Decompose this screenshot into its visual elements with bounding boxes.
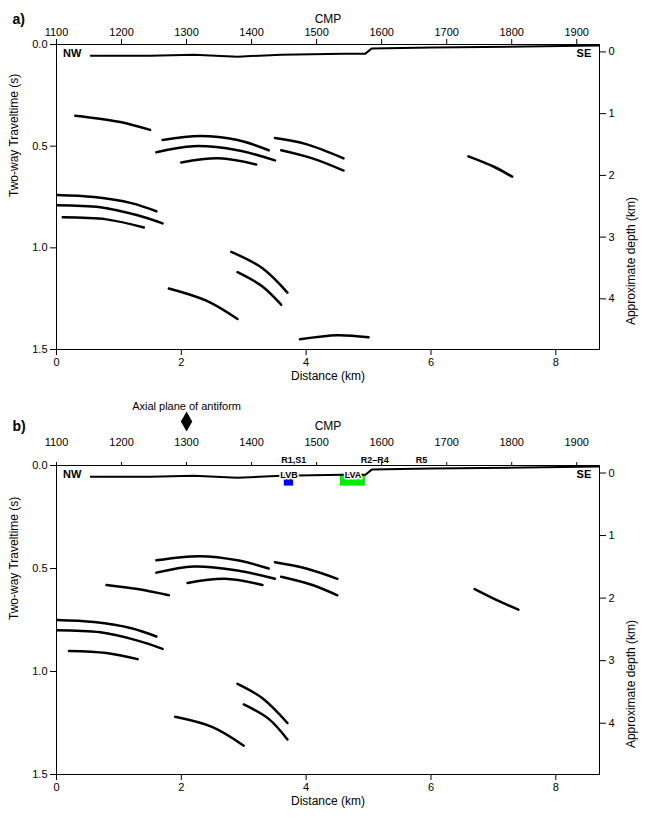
svg-text:1400: 1400 [239, 26, 263, 38]
svg-text:1500: 1500 [304, 26, 328, 38]
svg-text:Two-way Traveltime (s): Two-way Traveltime (s) [7, 74, 21, 197]
svg-text:4: 4 [609, 292, 615, 304]
svg-text:3: 3 [609, 654, 615, 666]
svg-text:0: 0 [53, 356, 59, 368]
svg-text:1.0: 1.0 [32, 665, 47, 677]
svg-text:6: 6 [428, 356, 434, 368]
svg-text:Distance (km): Distance (km) [291, 794, 365, 808]
svg-text:R5: R5 [416, 455, 428, 465]
svg-text:1300: 1300 [174, 436, 198, 448]
svg-text:1: 1 [609, 107, 615, 119]
svg-text:1700: 1700 [434, 26, 458, 38]
svg-text:SE: SE [577, 468, 592, 480]
svg-text:1200: 1200 [109, 436, 133, 448]
svg-text:CMP: CMP [315, 419, 342, 433]
svg-text:b): b) [13, 418, 26, 434]
svg-text:1100: 1100 [45, 436, 69, 448]
svg-text:4: 4 [303, 781, 309, 793]
svg-text:1500: 1500 [304, 436, 328, 448]
svg-text:1.0: 1.0 [32, 241, 47, 253]
svg-text:2: 2 [609, 592, 615, 604]
svg-text:Approximate depth (km): Approximate depth (km) [624, 620, 638, 748]
svg-text:1700: 1700 [434, 436, 458, 448]
svg-text:8: 8 [553, 356, 559, 368]
svg-text:R2–R4: R2–R4 [361, 455, 389, 465]
svg-text:Approximate depth (km): Approximate depth (km) [624, 197, 638, 325]
svg-text:3: 3 [609, 231, 615, 243]
svg-text:1600: 1600 [369, 26, 393, 38]
svg-text:6: 6 [428, 781, 434, 793]
svg-text:CMP: CMP [315, 12, 342, 26]
svg-text:1200: 1200 [109, 26, 133, 38]
svg-text:NW: NW [63, 468, 82, 480]
svg-text:Two-way Traveltime (s): Two-way Traveltime (s) [7, 497, 21, 620]
svg-text:0: 0 [53, 781, 59, 793]
svg-text:0: 0 [609, 467, 615, 479]
svg-text:1400: 1400 [239, 436, 263, 448]
svg-text:SE: SE [577, 47, 592, 59]
svg-text:Distance (km): Distance (km) [291, 369, 365, 383]
svg-text:8: 8 [553, 781, 559, 793]
svg-text:LVA: LVA [345, 470, 362, 480]
svg-text:1.5: 1.5 [32, 768, 47, 780]
svg-text:0.0: 0.0 [32, 38, 47, 50]
svg-text:Axial plane of antiform: Axial plane of antiform [132, 400, 241, 412]
svg-text:0: 0 [609, 45, 615, 57]
svg-text:1900: 1900 [564, 26, 588, 38]
svg-text:0.5: 0.5 [32, 562, 47, 574]
svg-text:R1,S1: R1,S1 [281, 455, 306, 465]
svg-text:0.0: 0.0 [32, 459, 47, 471]
svg-text:4: 4 [303, 356, 309, 368]
svg-text:LVB: LVB [280, 470, 298, 480]
svg-text:0.5: 0.5 [32, 140, 47, 152]
svg-text:1900: 1900 [564, 436, 588, 448]
svg-text:2: 2 [609, 169, 615, 181]
svg-text:2: 2 [178, 781, 184, 793]
svg-text:1.5: 1.5 [32, 343, 47, 355]
svg-text:NW: NW [63, 47, 82, 59]
svg-text:1800: 1800 [499, 26, 523, 38]
svg-text:4: 4 [609, 717, 615, 729]
svg-text:1100: 1100 [45, 26, 69, 38]
svg-text:1: 1 [609, 529, 615, 541]
svg-text:a): a) [13, 11, 25, 27]
svg-text:1300: 1300 [174, 26, 198, 38]
svg-text:1600: 1600 [369, 436, 393, 448]
svg-text:1800: 1800 [499, 436, 523, 448]
svg-text:2: 2 [178, 356, 184, 368]
